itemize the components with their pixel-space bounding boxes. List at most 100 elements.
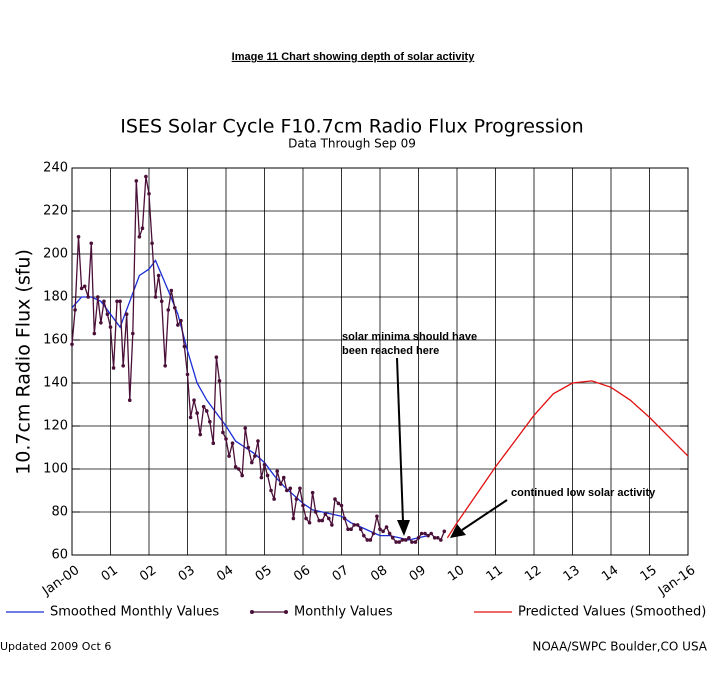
data-point bbox=[217, 379, 222, 383]
data-point bbox=[355, 523, 360, 527]
data-point bbox=[333, 497, 337, 501]
data-point bbox=[375, 514, 379, 519]
annotation-arrow bbox=[450, 499, 508, 538]
data-point bbox=[153, 295, 158, 299]
data-point bbox=[285, 488, 289, 493]
data-point bbox=[390, 536, 395, 540]
series-line bbox=[446, 380, 689, 539]
data-point bbox=[163, 364, 167, 368]
data-point bbox=[89, 241, 94, 246]
data-point bbox=[172, 305, 177, 310]
data-point bbox=[233, 465, 238, 469]
data-point bbox=[416, 536, 421, 540]
data-point bbox=[352, 523, 357, 527]
legend-marker bbox=[250, 610, 254, 614]
x-tick-label: 15 bbox=[638, 563, 660, 585]
x-tick-label: 06 bbox=[291, 563, 313, 585]
data-point bbox=[362, 533, 366, 538]
data-point bbox=[262, 462, 267, 467]
y-tick-label: 180 bbox=[43, 290, 68, 305]
data-point bbox=[82, 284, 87, 289]
data-point bbox=[400, 538, 405, 542]
y-tick-label: 160 bbox=[43, 333, 68, 348]
series-line bbox=[71, 176, 445, 543]
data-point bbox=[384, 525, 389, 529]
x-tick-label: 03 bbox=[176, 563, 198, 585]
data-point bbox=[111, 366, 116, 370]
data-point bbox=[275, 469, 280, 473]
y-tick-label: 200 bbox=[43, 247, 68, 262]
data-point bbox=[301, 503, 305, 508]
legend-label: Monthly Values bbox=[294, 605, 393, 620]
data-point bbox=[79, 286, 84, 291]
y-tick-label: 240 bbox=[43, 161, 68, 176]
chart-subtitle: Data Through Sep 09 bbox=[288, 137, 416, 151]
data-point bbox=[198, 432, 203, 437]
data-point bbox=[134, 179, 139, 183]
data-point bbox=[326, 516, 331, 521]
data-point bbox=[342, 516, 347, 521]
data-point bbox=[156, 273, 161, 278]
x-tick-label: 13 bbox=[561, 563, 583, 585]
data-point bbox=[246, 445, 251, 450]
y-tick-label: 60 bbox=[51, 548, 68, 563]
data-point bbox=[253, 454, 257, 458]
data-point bbox=[211, 441, 216, 446]
data-point bbox=[259, 475, 264, 480]
x-tick-label: 07 bbox=[330, 563, 352, 585]
data-point bbox=[272, 497, 276, 501]
y-axis-label: 10.7cm Radio Flux (sfu) bbox=[13, 249, 35, 475]
data-point bbox=[435, 536, 440, 540]
data-point bbox=[378, 527, 382, 531]
data-point bbox=[281, 475, 286, 480]
y-tick-label: 140 bbox=[43, 376, 68, 391]
data-point bbox=[166, 308, 171, 312]
data-point bbox=[413, 540, 418, 544]
footer-updated: Updated 2009 Oct 6 bbox=[0, 640, 111, 653]
data-point bbox=[320, 518, 325, 523]
data-point bbox=[317, 518, 321, 523]
y-tick-label: 80 bbox=[51, 505, 68, 520]
data-point bbox=[381, 529, 385, 534]
data-point bbox=[387, 531, 392, 536]
data-point bbox=[240, 473, 244, 478]
data-point bbox=[105, 312, 110, 317]
data-point bbox=[368, 538, 373, 542]
data-point bbox=[442, 529, 447, 534]
legend-label: Predicted Values (Smoothed) bbox=[518, 605, 706, 620]
data-point bbox=[102, 299, 106, 304]
data-point bbox=[115, 299, 119, 304]
data-point bbox=[288, 486, 293, 491]
data-point bbox=[121, 364, 126, 368]
x-tick-label: 05 bbox=[253, 563, 275, 585]
footer-source: NOAA/SWPC Boulder,CO USA bbox=[532, 640, 707, 654]
data-point bbox=[243, 426, 248, 430]
data-point bbox=[144, 174, 148, 179]
data-point bbox=[432, 536, 437, 540]
data-point bbox=[349, 527, 353, 531]
data-point bbox=[150, 241, 154, 246]
data-point bbox=[108, 325, 113, 329]
data-point bbox=[298, 486, 302, 491]
x-tick-label: Jan-00 bbox=[39, 563, 82, 600]
data-point bbox=[188, 415, 193, 420]
data-point bbox=[179, 318, 183, 323]
data-point bbox=[169, 288, 174, 293]
data-point bbox=[230, 441, 235, 446]
y-tick-label: 220 bbox=[43, 204, 68, 219]
data-point bbox=[95, 295, 100, 299]
data-point bbox=[214, 355, 219, 360]
page-title: Image 11 Chart showing depth of solar ac… bbox=[232, 51, 476, 63]
data-point bbox=[403, 538, 408, 542]
x-tick-label: 09 bbox=[407, 563, 429, 585]
x-tick-label: 14 bbox=[599, 563, 621, 585]
data-point bbox=[204, 409, 209, 413]
data-point bbox=[371, 531, 376, 536]
x-tick-label: 02 bbox=[137, 563, 159, 585]
legend-marker bbox=[284, 610, 288, 614]
data-point bbox=[397, 540, 402, 544]
data-point bbox=[140, 226, 145, 230]
data-point bbox=[118, 299, 122, 304]
data-point bbox=[429, 531, 434, 536]
